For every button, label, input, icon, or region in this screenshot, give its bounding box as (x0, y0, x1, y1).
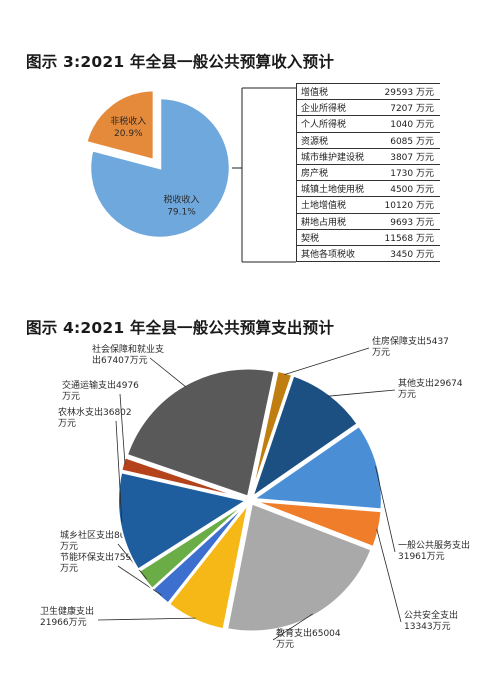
housing-label: 万元 (372, 348, 390, 358)
housing-slice (250, 369, 294, 497)
public-safety-label: 13343万元 (404, 622, 451, 632)
tax-value: 9693 万元 (372, 213, 440, 230)
agriculture-forestry-water-slice (117, 471, 249, 571)
other-leader (328, 389, 396, 397)
table-row: 契税 11568 万元 (296, 229, 440, 246)
figure-3-title: 图示 3:2021 年全县一般公共预算收入预计 (26, 53, 335, 71)
tax-revenue-label: 税收收入 (163, 194, 199, 206)
non-tax-revenue-percent: 20.9% (114, 129, 143, 139)
social-security-leader (149, 357, 187, 388)
agriculture-forestry-water-label: 农林水支出36802 (58, 406, 132, 418)
tax-value: 7207 万元 (372, 99, 440, 117)
tax-name: 城镇土地使用税 (296, 180, 373, 198)
transportation-label: 万元 (62, 392, 80, 402)
housing-label: 住房保障支出5437 (372, 335, 449, 347)
social-security-slice (125, 367, 276, 498)
general-public-service-label: 一般公共服务支出 (398, 539, 470, 551)
energy-environment-leader (117, 565, 162, 596)
urban-rural-community-label: 万元 (60, 542, 78, 552)
education-label: 教育支出65004 (276, 627, 341, 639)
tax-name: 增值税 (296, 82, 373, 101)
housing-leader (284, 347, 370, 375)
table-row: 企业所得税 7207 万元 (296, 99, 440, 117)
table-row: 城市维护建设税 3807 万元 (296, 148, 440, 165)
tax-value: 3807 万元 (372, 148, 440, 165)
urban-rural-community-label: 城乡社区支出8005 (60, 529, 137, 541)
tax-name: 个人所得税 (296, 115, 373, 133)
tax-breakdown-table: 增值税 29593 万元 企业所得税 7207 万元 个人所得税 1040 万元 资源税 60… (296, 82, 440, 263)
transportation-slice (120, 456, 247, 500)
tax-value: 1730 万元 (372, 164, 440, 182)
table-row: 个人所得税 1040 万元 (296, 115, 440, 133)
transportation-label: 交通运输支出4976 (62, 379, 139, 391)
tax-value: 6085 万元 (372, 132, 440, 149)
non-tax-revenue-label: 非税收入 (110, 115, 146, 127)
figure-4-title: 图示 4:2021 年全县一般公共预算支出预计 (26, 319, 335, 337)
transportation-leader (119, 393, 126, 465)
other-label: 万元 (398, 390, 416, 400)
other-slice (250, 374, 359, 500)
general-public-service-slice (250, 424, 383, 511)
table-row: 土地增值税 10120 万元 (296, 196, 440, 214)
tax-value: 4500 万元 (372, 180, 440, 198)
public-safety-leader (376, 528, 402, 623)
tax-value: 1040 万元 (372, 115, 440, 133)
health-leader (97, 617, 196, 621)
table-row: 房产税 1730 万元 (296, 164, 440, 182)
tax-value: 11568 万元 (372, 229, 440, 246)
agriculture-forestry-water-label: 万元 (58, 419, 76, 429)
tax-name: 城市维护建设税 (296, 148, 373, 165)
tax-name: 土地增值税 (296, 196, 373, 214)
tax-value: 29593 万元 (372, 82, 440, 101)
health-label: 卫生健康支出 (40, 605, 94, 617)
tax-name: 资源税 (296, 132, 373, 149)
energy-environment-label: 万元 (60, 564, 78, 574)
health-label: 21966万元 (40, 618, 87, 628)
table-row: 资源税 6085 万元 (296, 132, 440, 149)
social-security-label: 社会保障和就业支 (92, 343, 164, 355)
tax-name: 耕地占用税 (296, 213, 373, 230)
tax-revenue-slice (88, 96, 232, 240)
tax-name: 契税 (296, 229, 373, 246)
tax-name: 其他各项税收 (296, 245, 373, 263)
public-safety-label: 公共安全支出 (404, 609, 458, 621)
education-label: 万元 (276, 640, 294, 650)
social-security-label: 出67407万元 (92, 354, 148, 366)
table-row: 耕地占用税 9693 万元 (296, 213, 440, 230)
health-slice (167, 503, 250, 631)
urban-rural-community-slice (137, 501, 248, 591)
public-safety-slice (253, 499, 383, 549)
energy-environment-label: 节能环保支出7593 (60, 551, 137, 563)
table-row: 增值税 29593 万元 (296, 82, 440, 101)
table-row: 城镇土地使用税 4500 万元 (296, 180, 440, 198)
agriculture-forestry-water-leader (115, 420, 123, 523)
general-public-service-label: 31961万元 (398, 552, 445, 562)
tax-value: 10120 万元 (372, 196, 440, 214)
education-leader (272, 613, 314, 641)
tax-value: 3450 万元 (372, 245, 440, 263)
tax-revenue-percent: 79.1% (167, 208, 196, 218)
tax-name: 房产税 (296, 164, 373, 182)
education-slice (225, 502, 373, 633)
revenue-pie-chart: 非税收入 20.9% 税收收入 79.1% (84, 87, 296, 263)
tax-name: 企业所得税 (296, 99, 373, 117)
non-tax-revenue-slice (84, 88, 156, 162)
other-label: 其他支出29674 (398, 377, 463, 389)
general-public-service-leader (375, 466, 396, 553)
table-row: 其他各项税收 3450 万元 (296, 245, 440, 263)
